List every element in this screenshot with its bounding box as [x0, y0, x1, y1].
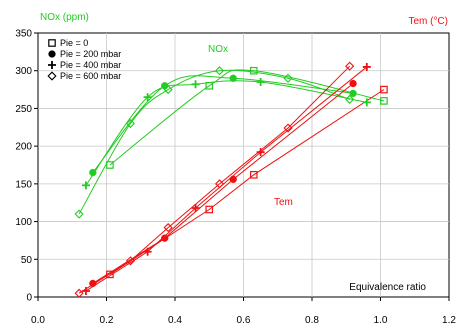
tem-point — [106, 270, 114, 279]
legend-marker-square-open — [48, 39, 56, 47]
tem-line-plus — [85, 66, 368, 292]
legend-marker-circle-filled — [48, 50, 56, 58]
tem-point — [256, 148, 265, 157]
x-tick-label: 0.4 — [168, 315, 182, 326]
x-tick-label: 1.0 — [374, 315, 388, 326]
nox-point — [249, 66, 258, 75]
x-tick-label: 0.6 — [237, 315, 251, 326]
nox-curve-square-open — [109, 69, 385, 166]
tem-annotation: Tem — [274, 197, 293, 208]
y-axis-ticks: 0 50 100 150 200 250 300 350 — [15, 29, 38, 304]
tem-point — [345, 61, 355, 71]
tem-point — [143, 247, 152, 256]
x-tick-label: 0.2 — [100, 315, 114, 326]
nox-point — [380, 97, 388, 105]
y-tick-label: 200 — [15, 142, 32, 153]
grid — [38, 33, 449, 297]
nox-point — [256, 78, 265, 87]
nox-point — [362, 98, 371, 107]
legend-label: Pie = 0 — [60, 38, 88, 48]
nox-point — [205, 81, 214, 90]
nox-curve-diamond-open — [78, 69, 350, 215]
nox-curve-circle-filled — [92, 75, 354, 173]
nox-point — [345, 94, 355, 104]
legend-marker-diamond-open — [47, 71, 57, 81]
tem-point — [125, 256, 136, 266]
nox-point — [349, 89, 357, 97]
y-tick-label: 0 — [26, 293, 32, 304]
legend-label: Pie = 600 mbar — [60, 71, 121, 81]
tem-point — [81, 286, 90, 295]
tem-point — [249, 171, 258, 179]
tem-point — [163, 223, 173, 233]
nox-point — [161, 82, 169, 90]
nox-point — [125, 118, 136, 129]
data-points — [74, 61, 388, 298]
y-tick-label: 100 — [15, 217, 32, 228]
nox-curve-plus — [85, 80, 367, 186]
legend-label: Pie = 400 mbar — [60, 60, 121, 70]
tem-line-diamond-open — [78, 65, 351, 294]
nox-point — [283, 73, 293, 83]
nox-point — [81, 181, 90, 190]
tem-point — [349, 79, 357, 88]
nox-point — [214, 66, 225, 76]
legend-marker-plus — [48, 61, 56, 69]
nox-point — [74, 209, 84, 219]
tem-point — [191, 203, 200, 212]
tem-point — [161, 234, 169, 242]
nox-annotation: NOx — [208, 44, 228, 55]
y-tick-label: 150 — [15, 179, 32, 190]
tem-point — [214, 179, 225, 189]
nox-point — [89, 168, 97, 177]
nox-point — [106, 161, 114, 169]
nox-point — [229, 74, 237, 82]
x-tick-label: 1.2 — [442, 315, 456, 326]
tem-point — [283, 123, 293, 133]
tem-point — [380, 85, 388, 94]
nox-point — [191, 80, 200, 89]
tem-point — [362, 62, 371, 71]
tem-point — [205, 205, 214, 214]
x-tick-label: 0.8 — [305, 315, 319, 326]
fit-curves — [78, 65, 385, 294]
nox-point — [143, 93, 152, 102]
y-tick-label: 50 — [21, 255, 33, 266]
y-right-label: Tem (°C) — [408, 16, 448, 27]
y-tick-label: 300 — [15, 66, 32, 77]
x-axis-label: Equivalence ratio — [349, 282, 426, 293]
x-axis-ticks: 0.0 0.2 0.4 0.6 0.8 1.0 1.2 — [31, 297, 456, 326]
tem-point — [229, 175, 237, 183]
y-left-label: NOx (ppm) — [40, 12, 89, 23]
x-tick-label: 0.0 — [31, 315, 45, 326]
tem-point — [89, 279, 97, 288]
nox-point — [163, 84, 173, 95]
y-tick-label: 350 — [15, 29, 32, 40]
legend-label: Pie = 200 mbar — [60, 49, 121, 59]
y-tick-label: 250 — [15, 104, 32, 115]
tem-point — [74, 288, 84, 298]
